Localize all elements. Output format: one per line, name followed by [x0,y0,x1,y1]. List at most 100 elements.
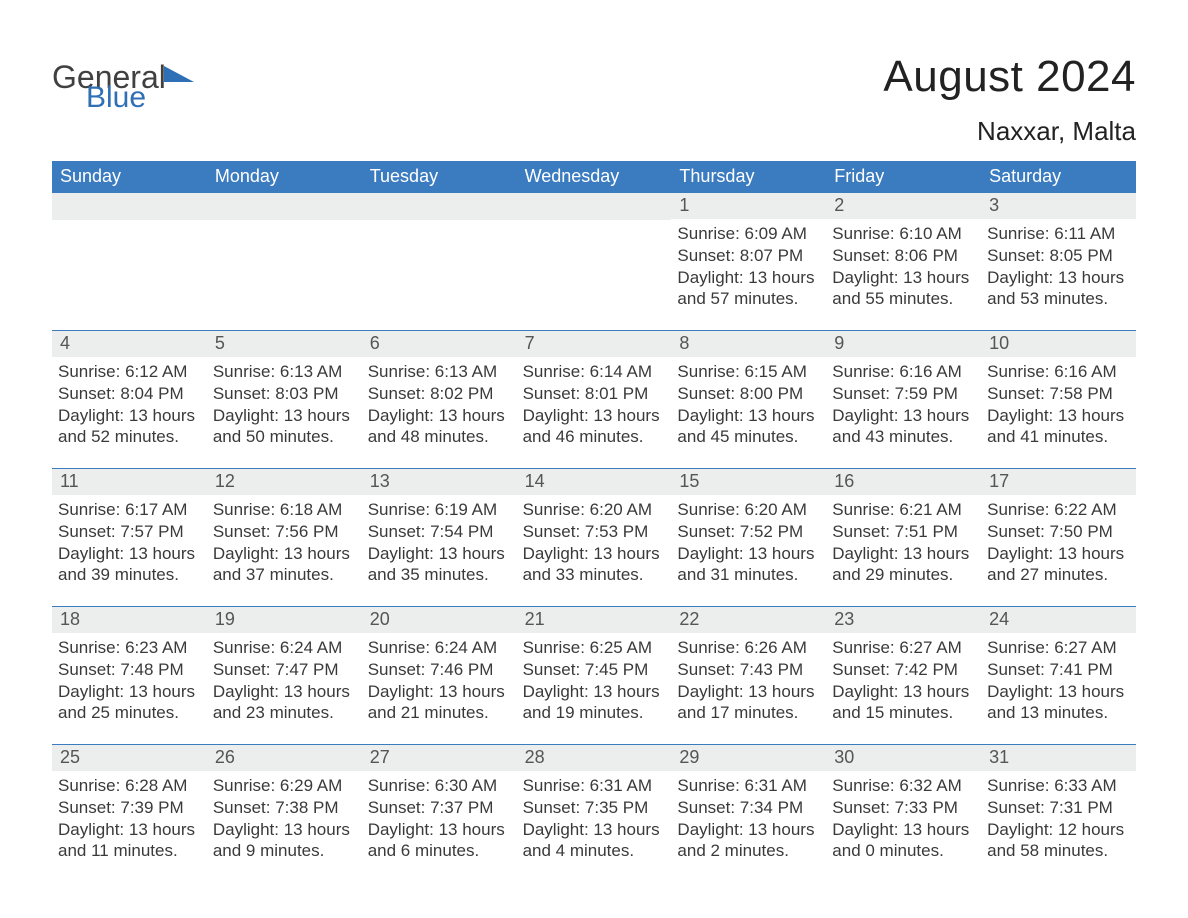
day-details: Sunrise: 6:12 AMSunset: 8:04 PMDaylight:… [52,357,207,448]
day-details: Sunrise: 6:23 AMSunset: 7:48 PMDaylight:… [52,633,207,724]
day-details: Sunrise: 6:31 AMSunset: 7:34 PMDaylight:… [671,771,826,862]
calendar-day-cell: 12Sunrise: 6:18 AMSunset: 7:56 PMDayligh… [207,469,362,606]
weeks-container: 1Sunrise: 6:09 AMSunset: 8:07 PMDaylight… [52,193,1136,866]
daylight-text: Daylight: 13 hours [368,681,511,703]
day-number: 13 [362,469,517,495]
day-details: Sunrise: 6:24 AMSunset: 7:47 PMDaylight:… [207,633,362,724]
location-label: Naxxar, Malta [883,116,1136,147]
daylight-text: Daylight: 13 hours [523,405,666,427]
sunrise-text: Sunrise: 6:11 AM [987,223,1130,245]
sunrise-text: Sunrise: 6:19 AM [368,499,511,521]
daylight-text: and 17 minutes. [677,702,820,724]
day-number [362,193,517,220]
daylight-text: and 58 minutes. [987,840,1130,862]
day-details: Sunrise: 6:11 AMSunset: 8:05 PMDaylight:… [981,219,1136,310]
day-number [517,193,672,220]
daylight-text: and 25 minutes. [58,702,201,724]
day-details: Sunrise: 6:18 AMSunset: 7:56 PMDaylight:… [207,495,362,586]
daylight-text: Daylight: 12 hours [987,819,1130,841]
day-details: Sunrise: 6:10 AMSunset: 8:06 PMDaylight:… [826,219,981,310]
sunset-text: Sunset: 7:59 PM [832,383,975,405]
day-details: Sunrise: 6:16 AMSunset: 7:59 PMDaylight:… [826,357,981,448]
daylight-text: and 46 minutes. [523,426,666,448]
day-number: 5 [207,331,362,357]
sunset-text: Sunset: 7:31 PM [987,797,1130,819]
calendar-day-cell: 7Sunrise: 6:14 AMSunset: 8:01 PMDaylight… [517,331,672,468]
day-details: Sunrise: 6:13 AMSunset: 8:02 PMDaylight:… [362,357,517,448]
sunrise-text: Sunrise: 6:24 AM [368,637,511,659]
daylight-text: Daylight: 13 hours [832,819,975,841]
daylight-text: Daylight: 13 hours [523,819,666,841]
day-details: Sunrise: 6:30 AMSunset: 7:37 PMDaylight:… [362,771,517,862]
calendar-day-cell [517,193,672,330]
sunset-text: Sunset: 7:56 PM [213,521,356,543]
daylight-text: and 39 minutes. [58,564,201,586]
sunrise-text: Sunrise: 6:27 AM [987,637,1130,659]
calendar-day-cell: 11Sunrise: 6:17 AMSunset: 7:57 PMDayligh… [52,469,207,606]
day-number: 8 [671,331,826,357]
calendar-week: 11Sunrise: 6:17 AMSunset: 7:57 PMDayligh… [52,468,1136,606]
daylight-text: Daylight: 13 hours [677,819,820,841]
daylight-text: Daylight: 13 hours [368,405,511,427]
sunset-text: Sunset: 7:39 PM [58,797,201,819]
sunset-text: Sunset: 7:51 PM [832,521,975,543]
logo-word-blue: Blue [86,85,194,111]
calendar-day-cell [207,193,362,330]
daylight-text: Daylight: 13 hours [58,543,201,565]
sunset-text: Sunset: 8:07 PM [677,245,820,267]
sunset-text: Sunset: 8:06 PM [832,245,975,267]
day-details: Sunrise: 6:24 AMSunset: 7:46 PMDaylight:… [362,633,517,724]
daylight-text: and 53 minutes. [987,288,1130,310]
day-details: Sunrise: 6:19 AMSunset: 7:54 PMDaylight:… [362,495,517,586]
day-number: 14 [517,469,672,495]
sunset-text: Sunset: 7:46 PM [368,659,511,681]
logo: General Blue [52,52,194,111]
calendar-day-cell: 31Sunrise: 6:33 AMSunset: 7:31 PMDayligh… [981,745,1136,866]
sunrise-text: Sunrise: 6:15 AM [677,361,820,383]
sunset-text: Sunset: 7:52 PM [677,521,820,543]
weekday-label: Tuesday [362,161,517,193]
daylight-text: Daylight: 13 hours [987,543,1130,565]
calendar-day-cell: 25Sunrise: 6:28 AMSunset: 7:39 PMDayligh… [52,745,207,866]
day-number: 25 [52,745,207,771]
daylight-text: Daylight: 13 hours [368,819,511,841]
day-number: 18 [52,607,207,633]
daylight-text: Daylight: 13 hours [677,543,820,565]
sunrise-text: Sunrise: 6:13 AM [368,361,511,383]
calendar-day-cell: 28Sunrise: 6:31 AMSunset: 7:35 PMDayligh… [517,745,672,866]
day-details: Sunrise: 6:20 AMSunset: 7:52 PMDaylight:… [671,495,826,586]
day-number: 2 [826,193,981,219]
sunset-text: Sunset: 8:04 PM [58,383,201,405]
daylight-text: Daylight: 13 hours [523,681,666,703]
sunset-text: Sunset: 7:53 PM [523,521,666,543]
day-details: Sunrise: 6:25 AMSunset: 7:45 PMDaylight:… [517,633,672,724]
calendar-day-cell: 27Sunrise: 6:30 AMSunset: 7:37 PMDayligh… [362,745,517,866]
daylight-text: and 23 minutes. [213,702,356,724]
weekday-label: Thursday [671,161,826,193]
day-number: 28 [517,745,672,771]
sunrise-text: Sunrise: 6:23 AM [58,637,201,659]
day-number: 26 [207,745,362,771]
sunrise-text: Sunrise: 6:16 AM [832,361,975,383]
weekday-label: Wednesday [517,161,672,193]
daylight-text: and 33 minutes. [523,564,666,586]
calendar-day-cell: 26Sunrise: 6:29 AMSunset: 7:38 PMDayligh… [207,745,362,866]
daylight-text: and 31 minutes. [677,564,820,586]
calendar-week: 18Sunrise: 6:23 AMSunset: 7:48 PMDayligh… [52,606,1136,744]
sunset-text: Sunset: 7:37 PM [368,797,511,819]
daylight-text: Daylight: 13 hours [58,681,201,703]
sunset-text: Sunset: 7:33 PM [832,797,975,819]
calendar-day-cell: 21Sunrise: 6:25 AMSunset: 7:45 PMDayligh… [517,607,672,744]
daylight-text: Daylight: 13 hours [677,405,820,427]
daylight-text: and 27 minutes. [987,564,1130,586]
sunset-text: Sunset: 7:43 PM [677,659,820,681]
daylight-text: and 41 minutes. [987,426,1130,448]
weekday-label: Friday [826,161,981,193]
day-details: Sunrise: 6:09 AMSunset: 8:07 PMDaylight:… [671,219,826,310]
daylight-text: and 55 minutes. [832,288,975,310]
daylight-text: and 4 minutes. [523,840,666,862]
day-number: 4 [52,331,207,357]
daylight-text: Daylight: 13 hours [677,681,820,703]
sunset-text: Sunset: 7:47 PM [213,659,356,681]
sunrise-text: Sunrise: 6:13 AM [213,361,356,383]
